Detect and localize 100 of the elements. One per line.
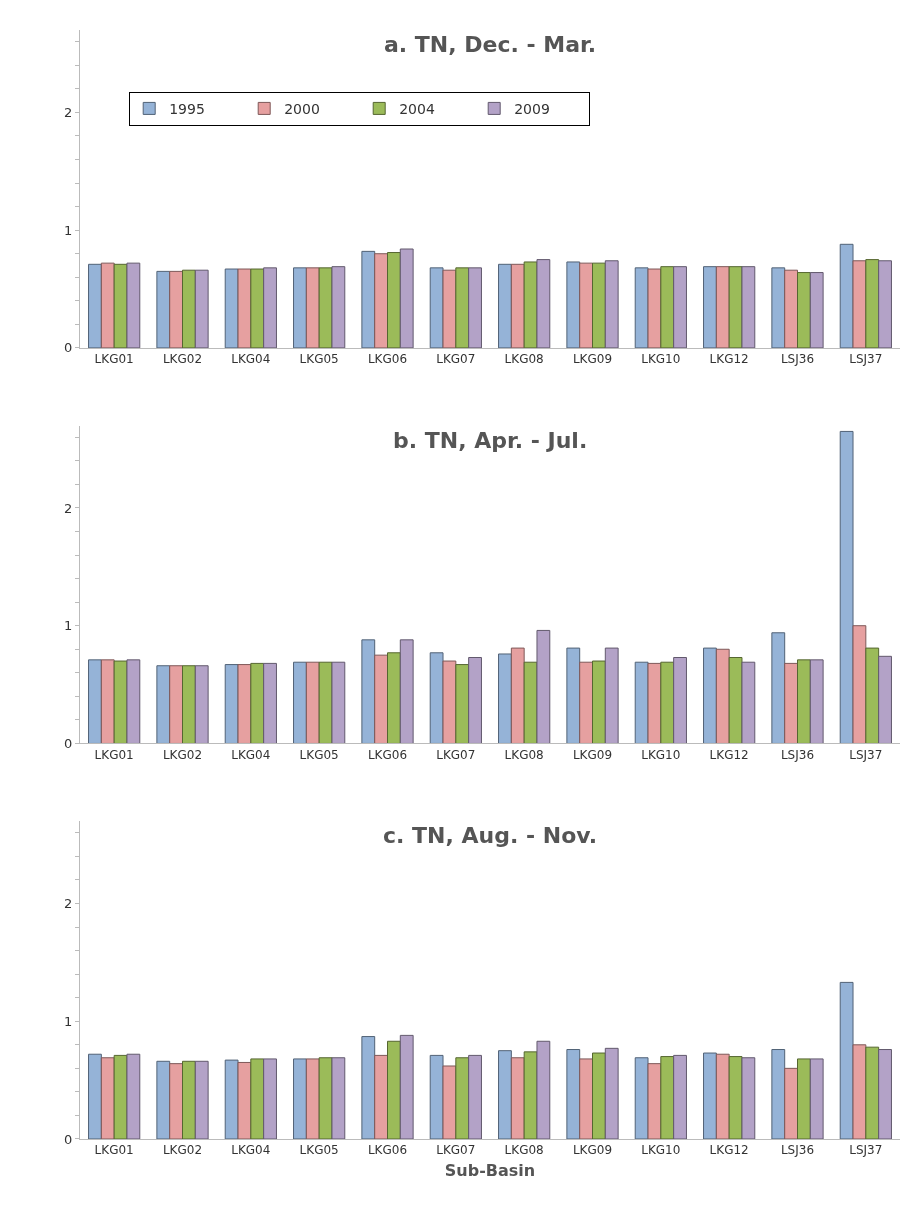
legend-label: 1995 xyxy=(169,100,205,117)
chart-title: a. TN, Dec. - Mar. xyxy=(384,32,597,57)
bar xyxy=(455,664,470,744)
bar xyxy=(263,267,277,348)
bar xyxy=(510,1057,525,1139)
bar xyxy=(566,1049,581,1139)
bar xyxy=(498,1050,512,1139)
bar xyxy=(703,266,717,348)
bar xyxy=(305,1058,320,1139)
bar xyxy=(361,250,376,348)
bar xyxy=(237,1061,252,1139)
x-tick-label: LKG04 xyxy=(231,352,271,367)
x-tick-label: LKG01 xyxy=(94,1143,134,1158)
x-tick-label: LKG05 xyxy=(299,747,339,762)
x-tick-label: LKG07 xyxy=(436,352,476,367)
bar xyxy=(741,266,756,348)
bar xyxy=(387,252,401,348)
bar xyxy=(250,1058,265,1139)
x-tick-label: LSJ37 xyxy=(849,352,883,367)
bar xyxy=(442,660,457,744)
x-tick-label: LKG02 xyxy=(162,352,203,367)
x-tick-label: LKG06 xyxy=(367,352,408,367)
bar xyxy=(126,1053,141,1139)
bar xyxy=(442,269,457,348)
x-tick-label: LKG01 xyxy=(94,352,134,367)
bar xyxy=(673,266,687,348)
bar xyxy=(126,262,141,348)
bar xyxy=(715,1053,730,1139)
bar xyxy=(784,1067,798,1139)
bar xyxy=(566,647,581,744)
x-tick-label: LKG09 xyxy=(572,352,613,367)
bar xyxy=(374,253,388,348)
bar xyxy=(374,654,388,744)
bar xyxy=(387,652,401,744)
bar xyxy=(703,647,717,744)
bar xyxy=(293,661,307,744)
legend-label: 2000 xyxy=(284,100,320,117)
bar xyxy=(566,261,581,348)
bar xyxy=(797,659,811,744)
x-tick-label: LKG10 xyxy=(641,352,681,367)
bar xyxy=(100,1057,115,1139)
bar xyxy=(660,1056,675,1139)
bar xyxy=(399,1034,414,1139)
bar xyxy=(741,1057,756,1139)
bar xyxy=(579,1058,593,1139)
bar xyxy=(498,653,512,744)
bar xyxy=(374,1054,388,1139)
legend-label: 2009 xyxy=(514,100,550,117)
bar xyxy=(865,1046,880,1139)
bar xyxy=(852,625,867,744)
y-tick-label: 0 xyxy=(64,340,73,356)
bar xyxy=(468,657,482,744)
x-tick-label: LKG09 xyxy=(572,747,613,762)
bar xyxy=(592,660,606,744)
bar xyxy=(771,1049,786,1139)
bar xyxy=(293,1058,307,1139)
x-tick-label: LKG06 xyxy=(367,747,408,762)
bar xyxy=(263,662,277,744)
x-tick-label: LKG09 xyxy=(572,1143,613,1158)
bar xyxy=(878,260,892,348)
bar xyxy=(865,259,880,348)
bar xyxy=(305,267,320,348)
bar xyxy=(455,267,470,348)
bar xyxy=(100,262,115,348)
bar xyxy=(673,1054,687,1139)
x-axis-title: Sub-Basin xyxy=(444,1161,536,1181)
x-tick-label: LKG12 xyxy=(709,1143,749,1158)
bar xyxy=(237,664,252,744)
bar xyxy=(592,1052,606,1139)
bar xyxy=(156,270,171,348)
x-tick-label: LKG02 xyxy=(162,747,203,762)
x-tick-label: LSJ37 xyxy=(849,1143,883,1158)
x-tick-label: LKG05 xyxy=(299,1143,339,1158)
bar xyxy=(852,1044,867,1139)
chart-title: c. TN, Aug. - Nov. xyxy=(383,823,598,848)
bar xyxy=(331,266,346,348)
bar xyxy=(647,662,662,744)
bar xyxy=(169,665,183,744)
bar xyxy=(387,1040,401,1139)
bar xyxy=(250,268,265,348)
bar xyxy=(839,430,854,744)
x-tick-label: LKG07 xyxy=(436,1143,476,1158)
bar xyxy=(169,270,183,348)
x-tick-label: LKG12 xyxy=(709,352,749,367)
x-tick-label: LSJ36 xyxy=(780,1143,815,1158)
bar xyxy=(797,272,811,348)
bar xyxy=(510,647,525,744)
bar xyxy=(784,662,798,744)
bar xyxy=(194,269,209,348)
bar xyxy=(715,648,730,744)
bar xyxy=(455,1057,470,1139)
x-tick-label: LKG01 xyxy=(94,747,134,762)
bar xyxy=(878,1049,892,1139)
bar xyxy=(771,267,786,348)
bar xyxy=(305,661,320,744)
bar xyxy=(809,1058,824,1139)
bar xyxy=(673,657,687,744)
bar xyxy=(510,263,525,348)
bar xyxy=(468,267,482,348)
bar xyxy=(331,661,346,744)
